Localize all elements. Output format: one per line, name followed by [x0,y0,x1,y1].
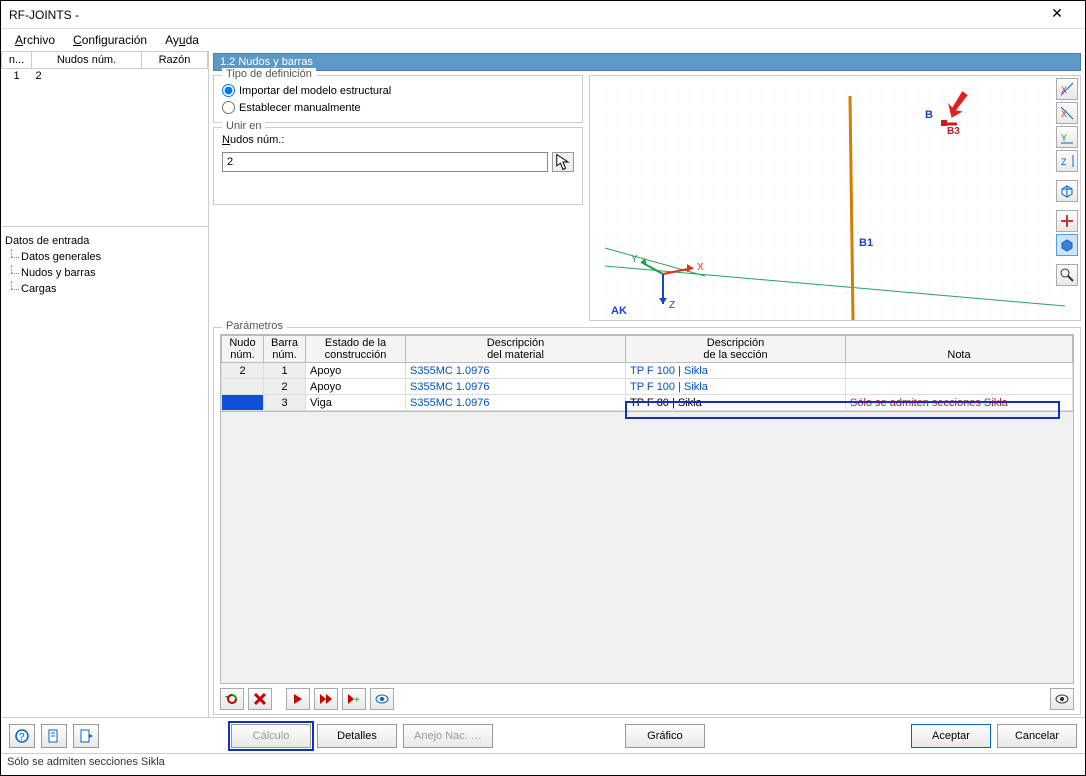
menubar: Archivo Configuración Ayuda [1,29,1085,51]
help-button[interactable]: ? [9,724,35,748]
menu-ayuda[interactable]: Ayuda [157,31,207,49]
cancelar-button[interactable]: Cancelar [997,724,1077,748]
parameters-box: Parámetros Nudonúm. Barranúm. Estado de … [213,327,1081,715]
col-nudo[interactable]: Nudonúm. [222,336,264,363]
radio-import[interactable]: Importar del modelo estructural [222,82,574,99]
col-nota[interactable]: Nota [846,336,1073,363]
view-xy-button[interactable]: X [1056,102,1078,124]
parameters-table: Nudonúm. Barranúm. Estado de laconstrucc… [221,335,1073,411]
view-xx-button[interactable]: X [1056,78,1078,100]
fast-next-button[interactable] [314,688,338,710]
col-material[interactable]: Descripcióndel material [406,336,626,363]
add-button[interactable]: + [342,688,366,710]
viewer-toolbar: X X Y Z [1056,78,1078,286]
right-panel: 1.2 Nudos y barras Tipo de definición Im… [209,51,1085,717]
radio-import-input[interactable] [222,84,235,97]
params-toolbar: + [214,684,1080,714]
view-zz-button[interactable]: Z [1056,150,1078,172]
bottom-bar: ? Cálculo Detalles Anejo Nac. … Gráfico … [1,717,1085,753]
cases-table: n... Nudos núm. Razón 1 2 [1,51,208,227]
left-panel: n... Nudos núm. Razón 1 2 Datos de entra… [1,51,209,717]
statusbar: Sólo se admiten secciones Sikla [1,753,1085,773]
eye-button[interactable] [1050,688,1074,710]
menu-configuracion[interactable]: Configuración [65,31,155,49]
table-row[interactable]: 1 2 [2,69,208,84]
tree-item-datos-generales[interactable]: Datos generales [5,249,204,265]
nav-tree: Datos de entrada Datos generales Nudos y… [1,227,208,303]
titlebar: RF-JOINTS - ✕ [1,1,1085,29]
nodes-label: Nudos núm.: [222,134,574,146]
radio-manual[interactable]: Establecer manualmente [222,99,574,116]
table-row[interactable]: 2 1 Apoyo S355MC 1.0976 TP F 100 | Sikla [222,363,1073,379]
col-reason[interactable]: Razón [142,52,208,69]
table-row[interactable]: 2 Apoyo S355MC 1.0976 TP F 100 | Sikla [222,379,1073,395]
nodes-input[interactable] [222,152,548,172]
svg-text:Z: Z [1061,157,1067,167]
refresh-button[interactable] [220,688,244,710]
view-iso-button[interactable] [1056,180,1078,202]
definition-legend: Tipo de definición [222,68,316,80]
svg-text:Y: Y [631,254,638,265]
view-button[interactable] [370,688,394,710]
tree-root[interactable]: Datos de entrada [5,233,204,249]
viewer-3d[interactable]: B B3 B1 AK X Y Z [589,75,1081,321]
col-n[interactable]: n... [2,52,32,69]
view-zoom-button[interactable] [1056,264,1078,286]
anexo-button[interactable]: Anejo Nac. … [403,724,493,748]
svg-text:AK: AK [611,305,627,317]
join-box: Unir en Nudos núm.: [213,127,583,205]
col-seccion[interactable]: Descripciónde la sección [626,336,846,363]
export-button[interactable] [73,724,99,748]
svg-text:B1: B1 [859,237,873,249]
tree-item-nudos-barras[interactable]: Nudos y barras [5,265,204,281]
section-header: 1.2 Nudos y barras [213,53,1081,71]
next-button[interactable] [286,688,310,710]
parameters-legend: Parámetros [222,320,287,332]
svg-text:B3: B3 [947,126,960,137]
grafico-button[interactable]: Gráfico [625,724,705,748]
view-yy-button[interactable]: Y [1056,126,1078,148]
svg-text:X: X [697,262,704,273]
window-title: RF-JOINTS - [9,8,1037,22]
detalles-button[interactable]: Detalles [317,724,397,748]
calculo-button[interactable]: Cálculo [231,724,311,748]
close-icon[interactable]: ✕ [1037,5,1077,25]
svg-text:Y: Y [1061,133,1067,143]
delete-button[interactable] [248,688,272,710]
pick-nodes-button[interactable] [552,152,574,172]
svg-text:+: + [354,695,360,706]
col-estado[interactable]: Estado de laconstrucción [306,336,406,363]
definition-type-box: Tipo de definición Importar del modelo e… [213,75,583,123]
col-barra[interactable]: Barranúm. [264,336,306,363]
svg-text:?: ? [19,732,25,743]
report-button[interactable] [41,724,67,748]
tree-item-cargas[interactable]: Cargas [5,281,204,297]
aceptar-button[interactable]: Aceptar [911,724,991,748]
view-move-button[interactable] [1056,210,1078,232]
svg-text:Z: Z [669,300,675,311]
table-row[interactable]: 3 Viga S355MC 1.0976 TP F 80 | Sikla Sól… [222,395,1073,411]
svg-text:B: B [925,109,933,121]
menu-archivo[interactable]: Archivo [7,31,63,49]
view-rotate-button[interactable] [1056,234,1078,256]
join-legend: Unir en [222,120,265,132]
radio-manual-input[interactable] [222,101,235,114]
col-nodes[interactable]: Nudos núm. [32,52,142,69]
